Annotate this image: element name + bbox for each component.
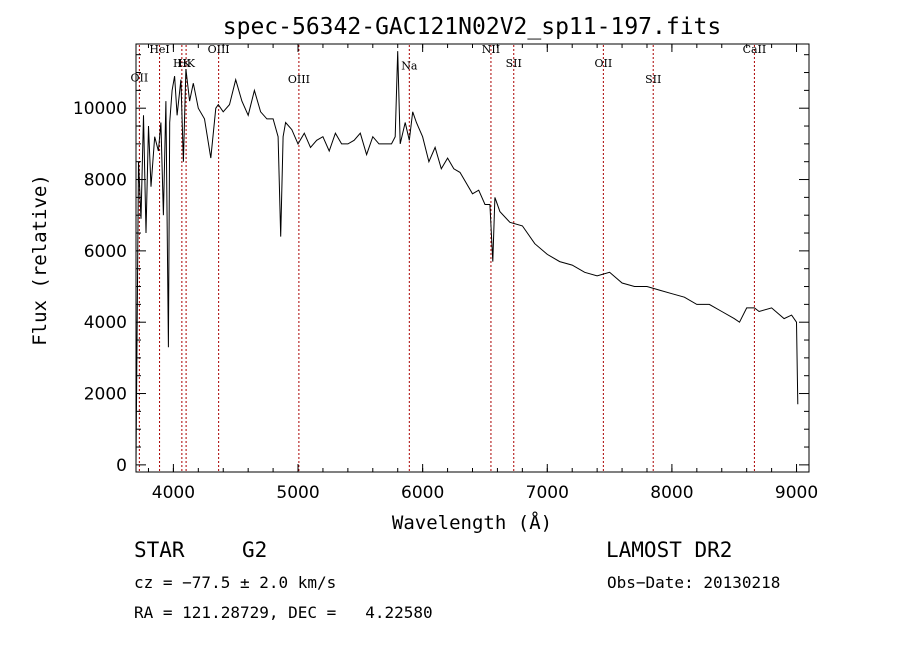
line-label-nii: NII (482, 43, 500, 56)
coordinates-readout: RA = 121.28729, DEC = 4.22580 (134, 603, 433, 622)
y-axis-ticks: 0 2000 4000 6000 8000 10000 (73, 54, 809, 476)
y-axis-label: Flux (relative) (29, 174, 51, 346)
line-label-hei: HeI (149, 43, 169, 56)
line-label-caii: CaII (743, 43, 767, 56)
x-tick-label: 5000 (276, 483, 319, 503)
line-label-hk: HK (177, 57, 196, 70)
x-axis-ticks: 4000 5000 6000 7000 8000 9000 (147, 44, 818, 503)
line-label-hk: HK (173, 57, 192, 70)
survey-name: LAMOST DR2 (606, 538, 733, 562)
chart-title: spec-56342-GAC121N02V2_sp11-197.fits (223, 14, 722, 40)
object-class: STAR (134, 538, 185, 562)
x-tick-label: 9000 (775, 483, 818, 503)
spectrum-line (135, 51, 799, 465)
y-tick-label: 4000 (84, 313, 127, 333)
emission-line-markers (138, 45, 755, 471)
plot-frame (135, 43, 810, 473)
line-label-oii: OII (595, 57, 613, 70)
x-axis-label: Wavelength (Å) (392, 511, 552, 534)
line-label-sii: SII (506, 57, 522, 70)
y-tick-label: 2000 (84, 385, 127, 405)
x-tick-label: 4000 (152, 483, 195, 503)
line-label-oiii: OIII (208, 43, 230, 56)
line-label-oii: OII (131, 71, 149, 84)
object-subclass: G2 (242, 538, 268, 562)
line-label-oiii: OIII (288, 73, 310, 86)
redshift-readout: cz = −77.5 ± 2.0 km/s (134, 573, 337, 592)
x-tick-label: 6000 (401, 483, 444, 503)
y-tick-label: 0 (116, 456, 127, 476)
x-tick-label: 8000 (650, 483, 693, 503)
observation-date: Obs−Date: 20130218 (607, 573, 781, 592)
line-label-sii: SII (645, 73, 661, 86)
y-tick-label: 8000 (84, 171, 127, 191)
x-tick-label: 7000 (526, 483, 569, 503)
y-tick-label: 6000 (84, 242, 127, 262)
y-tick-label: 10000 (73, 99, 127, 119)
line-label-na: Na (401, 60, 418, 73)
